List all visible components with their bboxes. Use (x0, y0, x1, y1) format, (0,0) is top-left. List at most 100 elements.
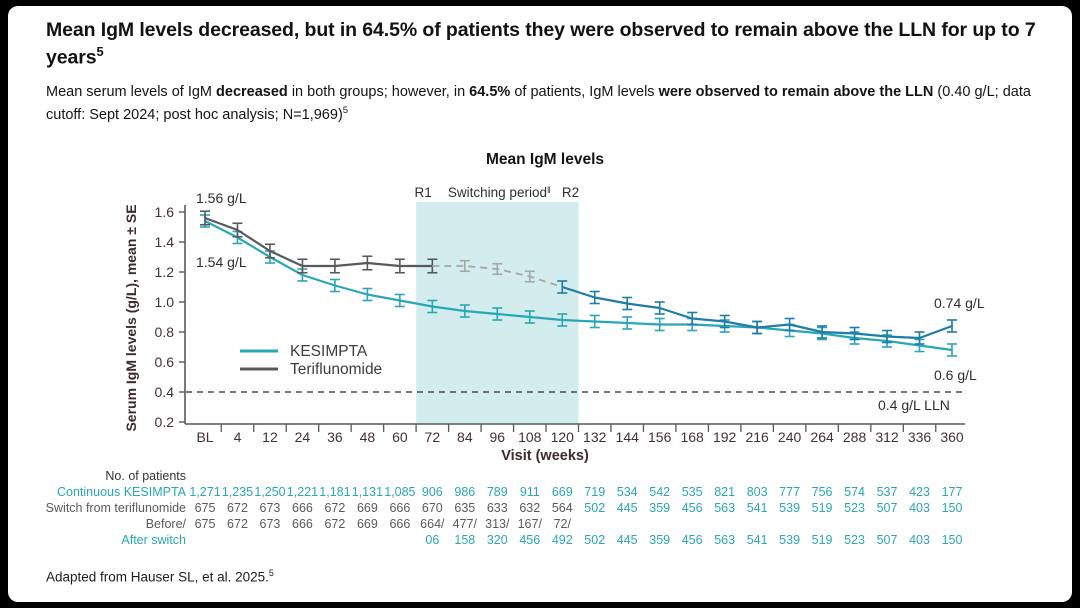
x-tick-label: 4 (234, 429, 242, 445)
table-cell: 507 (877, 501, 898, 515)
subtitle: Mean serum levels of IgM decreased in bo… (46, 82, 1041, 126)
table-cell: 563 (714, 501, 735, 515)
chart-title: Mean IgM levels (486, 151, 604, 168)
y-tick-label: 1.6 (155, 204, 175, 220)
table-cell: 906 (422, 485, 443, 499)
table-cell: 1,181 (319, 485, 350, 499)
table-cell: 523 (844, 501, 865, 515)
table-cell: 986 (454, 485, 475, 499)
table-cell: 633 (487, 501, 508, 515)
annotation: 0.74 g/L (934, 295, 985, 311)
x-tick-label: 36 (327, 429, 343, 445)
x-tick-label: 72 (425, 429, 441, 445)
table-cell: 403 (909, 533, 930, 547)
table-cell: 158 (454, 533, 475, 547)
table-row-label: Continuous KESIMPTA (57, 485, 187, 499)
table-cell: 06 (425, 533, 439, 547)
table-cell: 492 (552, 533, 573, 547)
table-header: No. of patients (105, 469, 186, 483)
x-tick-label: 108 (518, 429, 542, 445)
series-line-teriflunomide (204, 216, 433, 268)
x-tick-label: 120 (551, 429, 575, 445)
subtitle-segment: Mean serum levels of IgM (46, 84, 217, 100)
table-cell: 542 (649, 485, 670, 499)
table-cell: 477/ (453, 517, 478, 531)
subtitle-segment: 64.5% (469, 84, 511, 100)
x-tick-label: 84 (457, 429, 473, 445)
x-tick-label: 12 (262, 429, 278, 445)
table-cell: 502 (584, 533, 605, 547)
subtitle-segment: (0.40 g/L; data cutoff: Sept 2024; post … (46, 84, 1031, 123)
y-tick-label: 0.4 (155, 384, 175, 400)
table-cell: 502 (584, 501, 605, 515)
x-tick-label: 144 (616, 429, 640, 445)
table-cell: 445 (617, 501, 638, 515)
y-tick-label: 0.6 (155, 354, 175, 370)
table-cell: 675 (195, 517, 216, 531)
table-row-label: After switch (121, 533, 186, 547)
table-cell: 635 (454, 501, 475, 515)
table-cell: 673 (260, 501, 281, 515)
x-tick-label: 48 (360, 429, 376, 445)
table-cell: 574 (844, 485, 865, 499)
table-cell: 72/ (554, 517, 572, 531)
table-row-label: Switch from teriflunomide (46, 501, 186, 515)
table-cell: 167/ (518, 517, 543, 531)
table-cell: 670 (422, 501, 443, 515)
table-cell: 803 (747, 485, 768, 499)
table-row-label: Before/ (146, 517, 187, 531)
page-title-text: Mean IgM levels decreased, but in 64.5% … (46, 19, 1036, 69)
table-cell: 456 (682, 501, 703, 515)
table-cell: 669 (357, 501, 378, 515)
subtitle-segment: of patients, IgM levels (510, 84, 659, 100)
footnote: Adapted from Hauser SL, et al. 2025.5 (46, 568, 274, 585)
y-tick-label: 1.0 (155, 294, 175, 310)
table-cell: 669 (357, 517, 378, 531)
x-tick-label: 168 (680, 429, 704, 445)
y-axis-title: Serum IgM levels (g/L), mean ± SE (123, 204, 139, 431)
table-cell: 777 (779, 485, 800, 499)
table-cell: 1,221 (287, 485, 318, 499)
table-cell: 719 (584, 485, 605, 499)
table-cell: 445 (617, 533, 638, 547)
y-tick-label: 1.4 (155, 234, 175, 250)
y-tick-label: 0.2 (155, 414, 175, 430)
legend-label-teriflunomide: Teriflunomide (290, 361, 382, 378)
table-cell: 423 (909, 485, 930, 499)
x-tick-label: 192 (713, 429, 737, 445)
x-tick-label: 216 (745, 429, 769, 445)
table-cell: 675 (195, 501, 216, 515)
table-cell: 672 (324, 517, 345, 531)
table-cell: 313/ (485, 517, 510, 531)
table-cell: 672 (324, 501, 345, 515)
annotation: 0.4 g/L LLN (878, 397, 950, 413)
table-cell: 672 (227, 517, 248, 531)
y-tick-label: 1.2 (155, 264, 175, 280)
x-tick-label: 360 (940, 429, 964, 445)
table-cell: 535 (682, 485, 703, 499)
y-tick-label: 0.8 (155, 324, 175, 340)
table-cell: 541 (747, 501, 768, 515)
table-cell: 177 (942, 485, 963, 499)
x-tick-label: 336 (908, 429, 932, 445)
series-line-kesimpta (204, 220, 953, 352)
legend-label-kesimpta: KESIMPTA (290, 343, 368, 360)
x-tick-label: BL (196, 429, 213, 445)
table-cell: 664/ (420, 517, 445, 531)
table-cell: 1,235 (222, 485, 253, 499)
x-tick-label: 60 (392, 429, 408, 445)
table-cell: 666 (292, 501, 313, 515)
x-axis-title: Visit (weeks) (501, 448, 589, 464)
table-cell: 150 (942, 533, 963, 547)
table-cell: 564 (552, 501, 573, 515)
table-cell: 456 (519, 533, 540, 547)
table-cell: 539 (779, 501, 800, 515)
x-tick-label: 240 (778, 429, 802, 445)
table-cell: 911 (520, 485, 540, 499)
table-cell: 541 (747, 533, 768, 547)
table-cell: 359 (649, 501, 670, 515)
table-cell: 1,250 (254, 485, 285, 499)
annotation: 1.56 g/L (196, 190, 247, 206)
